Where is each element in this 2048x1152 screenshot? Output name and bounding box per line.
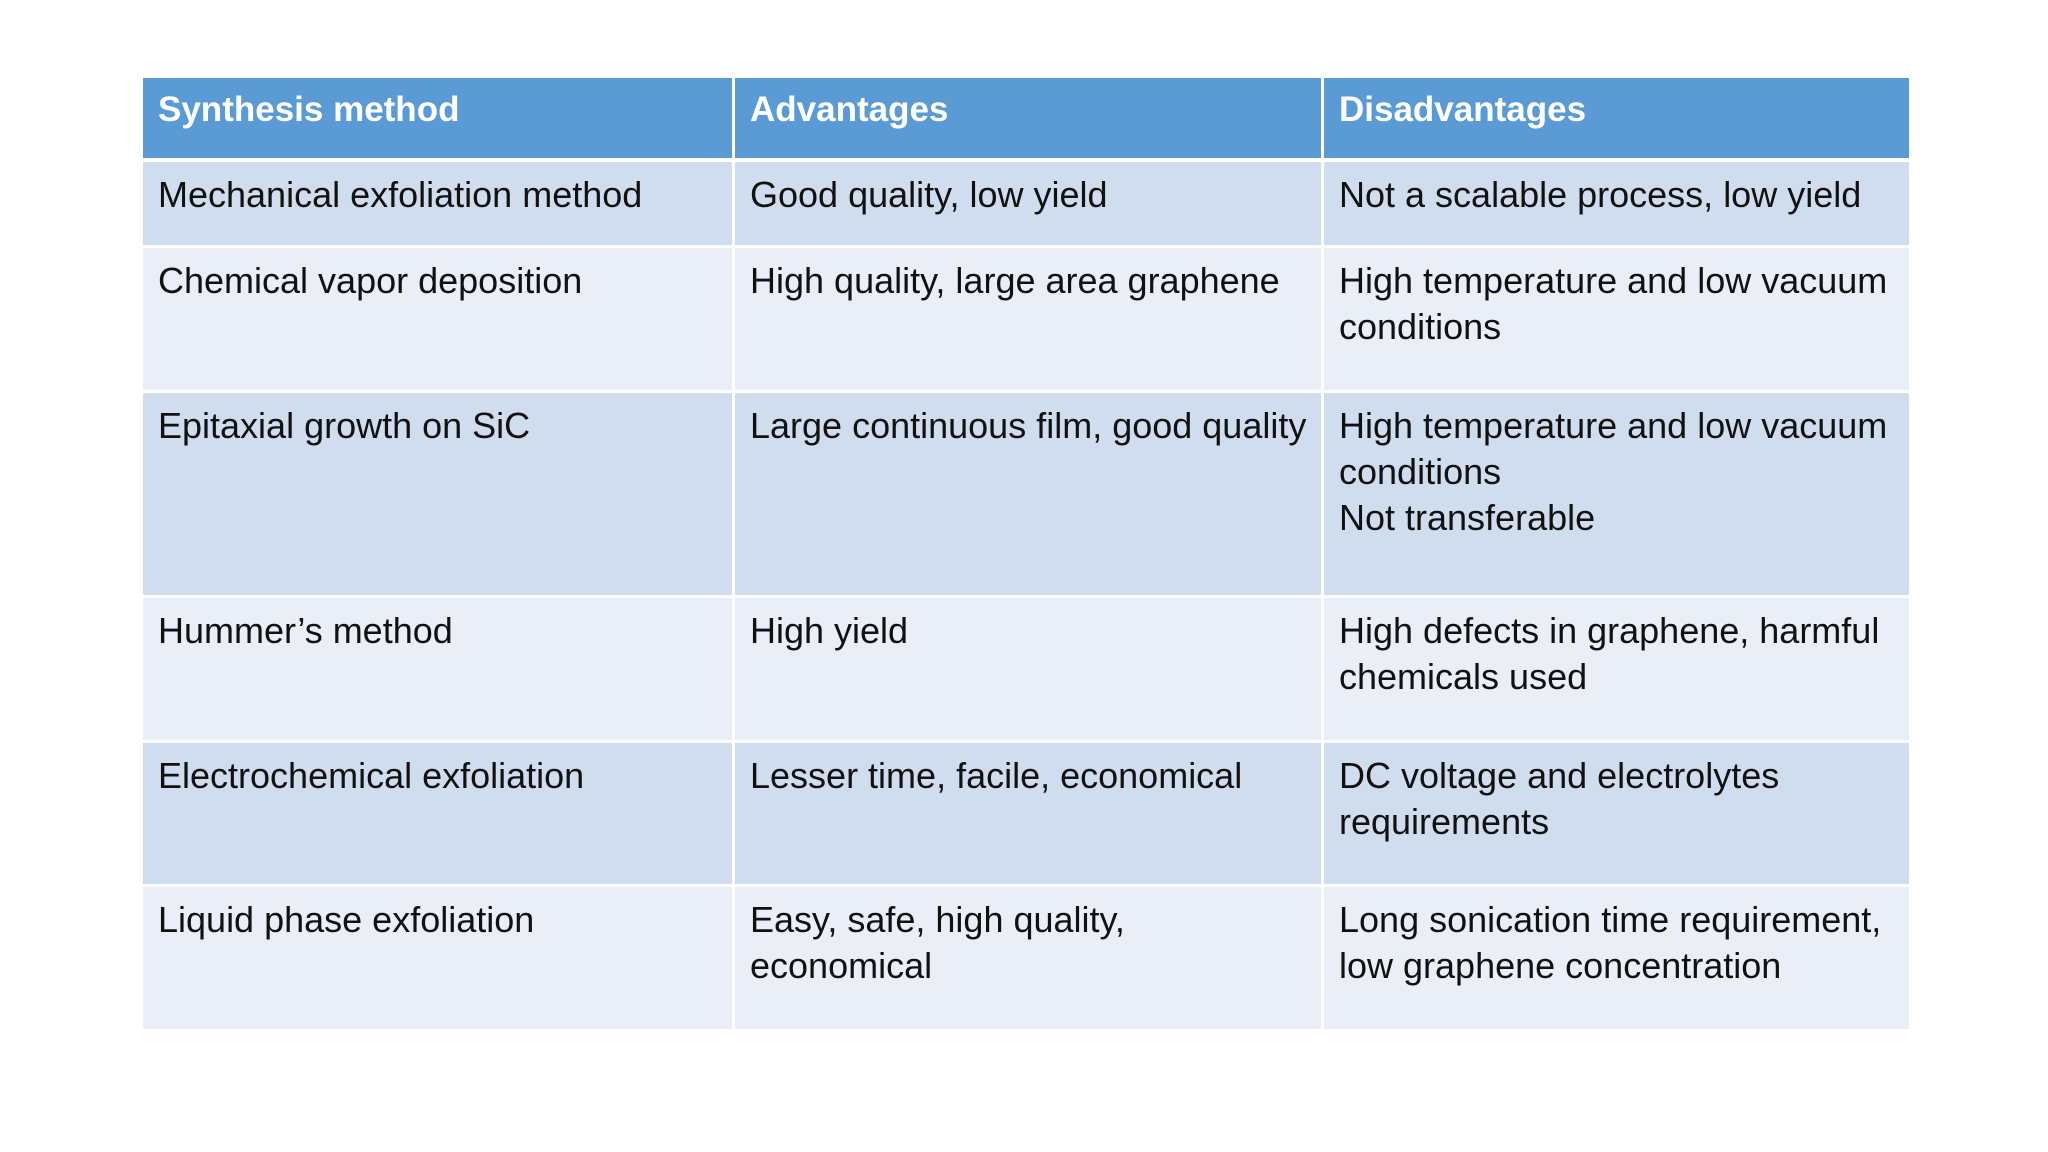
cell-disadvantages: High defects in graphene, harmful chemic… [1321, 598, 1909, 743]
cell-disadvantages: High temperature and low vacuum conditio… [1321, 248, 1909, 393]
cell-method: Hummer’s method [143, 598, 732, 743]
cell-disadvantages: High temperature and low vacuum conditio… [1321, 393, 1909, 598]
cell-advantages: Large continuous film, good quality [732, 393, 1321, 598]
header-disadvantages: Disadvantages [1321, 78, 1909, 162]
cell-method: Electrochemical exfoliation [143, 743, 732, 887]
table-row: Epitaxial growth on SiC Large continuous… [143, 393, 1909, 598]
cell-disadvantages: DC voltage and electrolytes requirements [1321, 743, 1909, 887]
disadvantage-line: High defects in graphene, harmful chemic… [1339, 610, 1890, 697]
cell-advantages: High quality, large area graphene [732, 248, 1321, 393]
cell-advantages: Lesser time, facile, economical [732, 743, 1321, 887]
disadvantage-line: High temperature and low vacuum conditio… [1339, 260, 1898, 347]
cell-method: Epitaxial growth on SiC [143, 393, 732, 598]
cell-advantages: Easy, safe, high quality, economical [732, 887, 1321, 1032]
disadvantage-line: DC voltage and electrolytes requirements [1339, 755, 1790, 842]
header-synthesis-method: Synthesis method [143, 78, 732, 162]
synthesis-methods-table: Synthesis method Advantages Disadvantage… [143, 78, 1909, 1032]
cell-disadvantages: Not a scalable process, low yield [1321, 162, 1909, 248]
table-row: Mechanical exfoliation method Good quali… [143, 162, 1909, 248]
cell-advantages: Good quality, low yield [732, 162, 1321, 248]
table-row: Hummer’s method High yield High defects … [143, 598, 1909, 743]
disadvantage-line: Not transferable [1339, 497, 1596, 538]
disadvantage-line: Not a scalable process, low yield [1339, 174, 1862, 215]
cell-advantages: High yield [732, 598, 1321, 743]
disadvantage-line: Long sonication time requirement, low gr… [1339, 899, 1892, 986]
cell-method: Chemical vapor deposition [143, 248, 732, 393]
disadvantage-line: High temperature and low vacuum conditio… [1339, 405, 1898, 492]
cell-disadvantages: Long sonication time requirement, low gr… [1321, 887, 1909, 1032]
cell-method: Liquid phase exfoliation [143, 887, 732, 1032]
table-row: Electrochemical exfoliation Lesser time,… [143, 743, 1909, 887]
header-advantages: Advantages [732, 78, 1321, 162]
table-row: Liquid phase exfoliation Easy, safe, hig… [143, 887, 1909, 1032]
table-header-row: Synthesis method Advantages Disadvantage… [143, 78, 1909, 162]
table-row: Chemical vapor deposition High quality, … [143, 248, 1909, 393]
cell-method: Mechanical exfoliation method [143, 162, 732, 248]
